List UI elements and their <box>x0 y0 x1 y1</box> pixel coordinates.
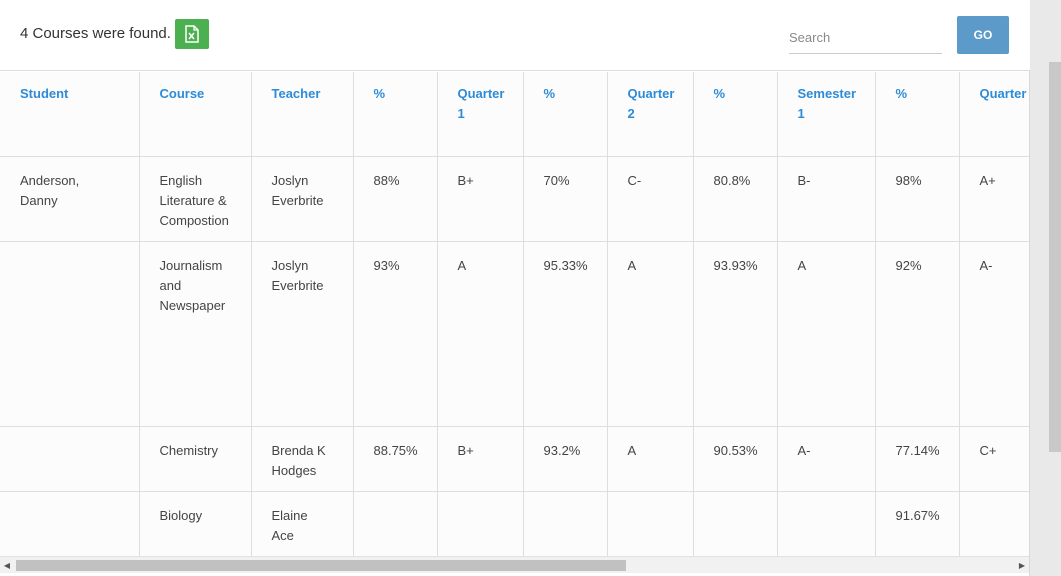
table-cell: Journalism and Newspaper <box>139 241 252 427</box>
table-cell: A <box>607 241 694 427</box>
table-cell: C+ <box>959 426 1029 492</box>
table-cell: B+ <box>437 156 524 242</box>
column-header-percent[interactable]: % <box>693 72 778 157</box>
export-excel-button[interactable] <box>175 19 209 49</box>
table-cell <box>607 491 694 556</box>
table-cell: 88.75% <box>353 426 438 492</box>
column-header-quarter-3[interactable]: Quarter 3 <box>959 72 1029 157</box>
table-cell: Joslyn Everbrite <box>251 241 354 427</box>
table-cell <box>353 491 438 556</box>
table-cell: C- <box>607 156 694 242</box>
column-header-percent[interactable]: % <box>353 72 438 157</box>
column-header-percent[interactable]: % <box>875 72 960 157</box>
search-input[interactable] <box>789 22 942 54</box>
column-header-course[interactable]: Course <box>139 72 252 157</box>
table-header-row: Student Course Teacher % Quarter 1 % Qua… <box>0 72 1029 157</box>
table-cell: A+ <box>959 156 1029 242</box>
table-cell: A <box>607 426 694 492</box>
table-cell: B- <box>777 156 876 242</box>
table-cell: Biology <box>139 491 252 556</box>
table-cell: 92% <box>875 241 960 427</box>
column-header-teacher[interactable]: Teacher <box>251 72 354 157</box>
table-cell: 93.93% <box>693 241 778 427</box>
table-cell: A <box>437 241 524 427</box>
table-cell: Joslyn Everbrite <box>251 156 354 242</box>
scrollbar-thumb[interactable] <box>16 560 626 571</box>
results-count: 4 Courses were found. <box>20 25 171 42</box>
table-cell: English Literature & Compostion <box>139 156 252 242</box>
scroll-right-icon[interactable]: ▶ <box>1018 561 1026 570</box>
table-cell: Elaine Ace <box>251 491 354 556</box>
table-cell: 90.53% <box>693 426 778 492</box>
table-cell <box>777 491 876 556</box>
table-cell: 70% <box>523 156 608 242</box>
table-cell: 77.14% <box>875 426 960 492</box>
table-cell: 95.33% <box>523 241 608 427</box>
table-cell <box>0 491 140 556</box>
table-cell <box>693 491 778 556</box>
table-cell <box>959 491 1029 556</box>
table-row: Chemistry Brenda K Hodges 88.75% B+ 93.2… <box>0 426 1029 492</box>
table-cell: 93% <box>353 241 438 427</box>
table-row: Biology Elaine Ace 91.67% <box>0 491 1029 556</box>
go-button[interactable]: GO <box>957 16 1009 54</box>
results-panel: 4 Courses were found. GO Student Course … <box>0 0 1030 576</box>
table-cell: A- <box>959 241 1029 427</box>
table-cell: 80.8% <box>693 156 778 242</box>
table-cell: 98% <box>875 156 960 242</box>
table-cell: A- <box>777 426 876 492</box>
courses-table: Student Course Teacher % Quarter 1 % Qua… <box>0 72 1029 556</box>
table-cell <box>437 491 524 556</box>
results-toolbar: 4 Courses were found. GO <box>0 0 1030 71</box>
column-header-semester-1[interactable]: Semester 1 <box>777 72 876 157</box>
table-cell: 88% <box>353 156 438 242</box>
table-row: Anderson, Danny English Literature & Com… <box>0 156 1029 242</box>
table-cell: B+ <box>437 426 524 492</box>
column-header-percent[interactable]: % <box>523 72 608 157</box>
table-cell <box>0 426 140 492</box>
table-cell: Anderson, Danny <box>0 156 140 242</box>
column-header-student[interactable]: Student <box>0 72 140 157</box>
column-header-quarter-2[interactable]: Quarter 2 <box>607 72 694 157</box>
table-cell: A <box>777 241 876 427</box>
courses-table-container: Student Course Teacher % Quarter 1 % Qua… <box>0 72 1029 556</box>
table-row: Journalism and Newspaper Joslyn Everbrit… <box>0 241 1029 427</box>
vertical-scrollbar-thumb[interactable] <box>1049 62 1061 452</box>
horizontal-scrollbar[interactable]: ◀ ▶ <box>0 556 1029 573</box>
table-cell: 91.67% <box>875 491 960 556</box>
column-header-quarter-1[interactable]: Quarter 1 <box>437 72 524 157</box>
table-cell: 93.2% <box>523 426 608 492</box>
table-cell: Brenda K Hodges <box>251 426 354 492</box>
scroll-left-icon[interactable]: ◀ <box>3 561 11 570</box>
excel-file-icon <box>185 25 199 43</box>
table-cell <box>523 491 608 556</box>
table-cell <box>0 241 140 427</box>
table-cell: Chemistry <box>139 426 252 492</box>
